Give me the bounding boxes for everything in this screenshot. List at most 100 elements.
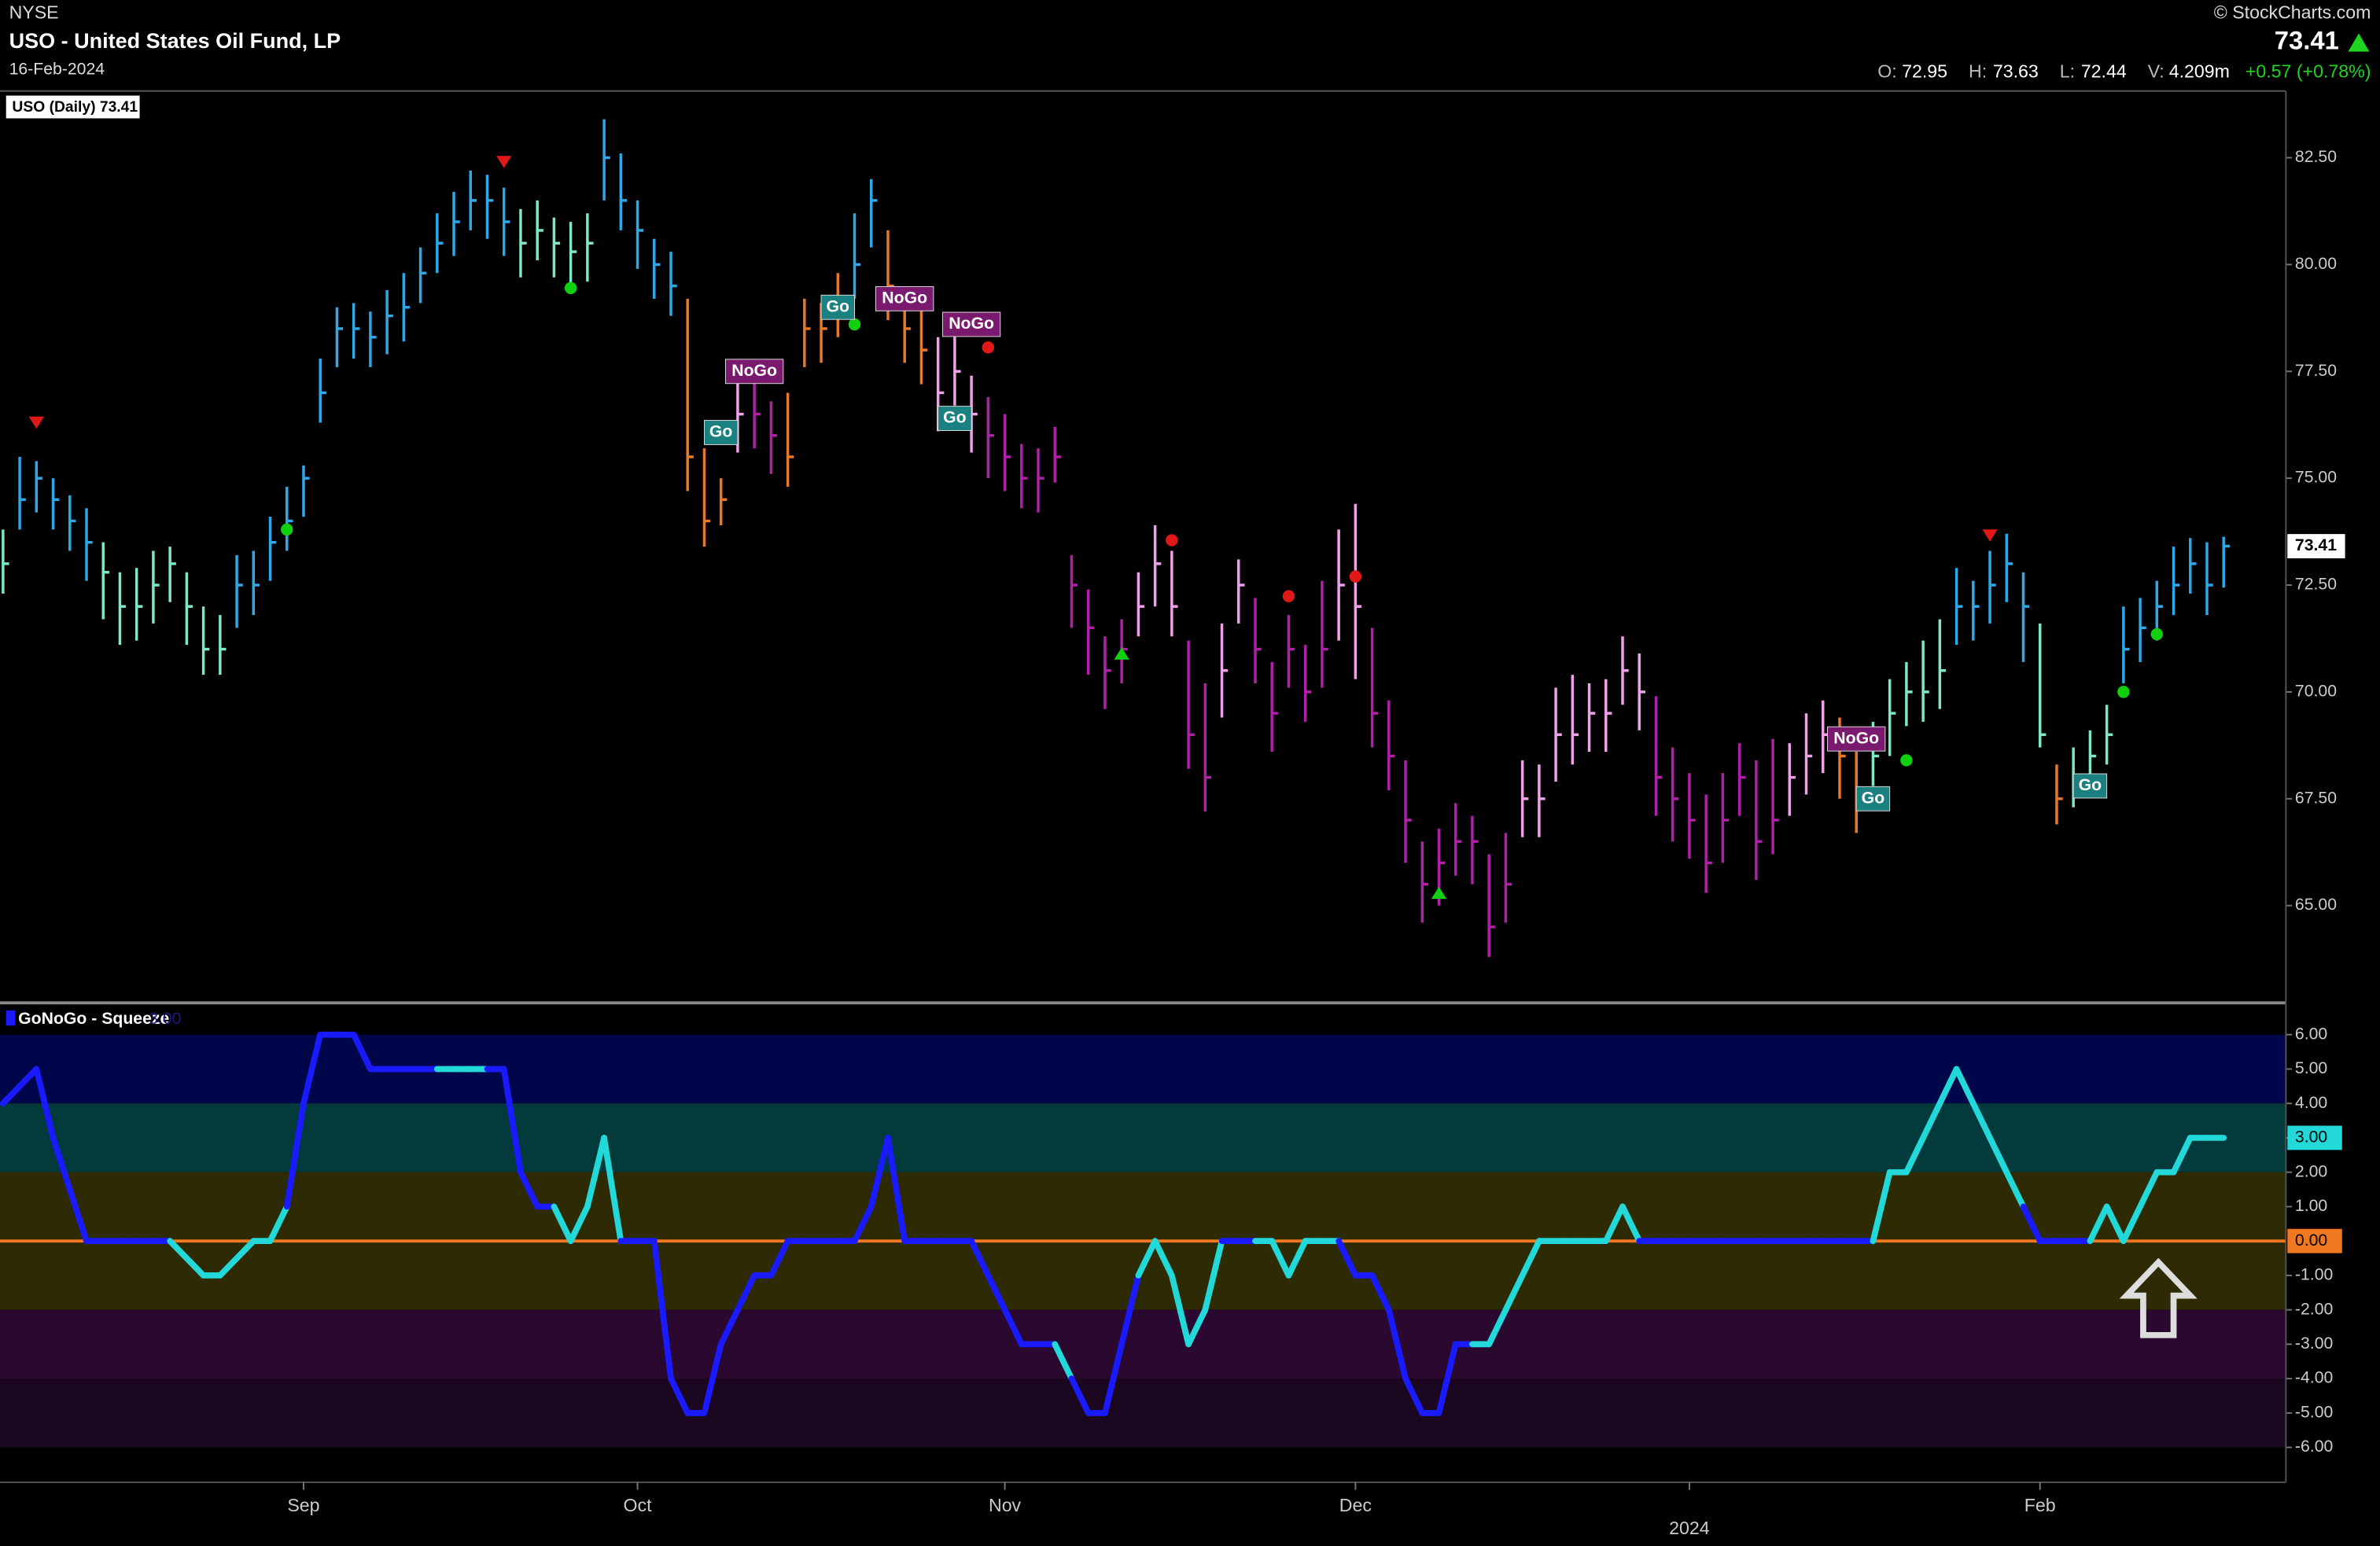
signal-dot — [1349, 570, 1362, 583]
y-tick-label: 1.00 — [2295, 1197, 2327, 1215]
oscillator-segment — [1285, 1238, 1309, 1279]
signal-dot — [1166, 534, 1178, 547]
oscillator-segment — [1052, 1341, 1075, 1382]
oscillator-segment — [2103, 1203, 2127, 1245]
legend-value: 3.00 — [149, 1010, 181, 1028]
oscillator-segment — [66, 1186, 90, 1245]
signal-dot — [1900, 754, 1913, 767]
oscillator-segment — [551, 1203, 574, 1245]
oscillator-segment — [701, 1341, 724, 1416]
y-tick-label: 5.00 — [2295, 1059, 2327, 1077]
change: +0.57 (+0.78%) — [2246, 61, 2371, 82]
legend-label: GoNoGo - Squeeze — [18, 1010, 169, 1028]
oscillator-segment — [968, 1238, 992, 1279]
signal-triangle — [1114, 647, 1129, 660]
oscillator-segment — [2137, 1169, 2161, 1210]
oscillator-segment — [1903, 1135, 1926, 1176]
signal-dot — [1282, 590, 1295, 602]
oscillator-segment — [1151, 1238, 1175, 1279]
stat-label: O: — [1877, 61, 1896, 82]
oscillator-segment — [33, 1066, 57, 1141]
source: © StockCharts.com — [2214, 2, 2371, 22]
plot: 65.00 67.50 70.00 72.50 75.00 77.50 80.00 82.50… — [0, 95, 2345, 1538]
up-icon — [2348, 33, 2370, 52]
oscillator-segment — [567, 1203, 591, 1245]
oscillator-segment — [518, 1169, 541, 1210]
oscillator-segment — [1519, 1238, 1542, 1279]
oscillator-segment — [985, 1272, 1008, 1313]
oscillator-segment — [2020, 1203, 2043, 1245]
oscillator-segment — [1920, 1100, 1943, 1141]
y-tick-label: -5.00 — [2295, 1403, 2333, 1421]
label-box — [724, 359, 784, 385]
y-tick-label: -3.00 — [2295, 1334, 2333, 1353]
signal-label: NoGo — [949, 315, 994, 333]
oscillator-segment — [1969, 1100, 1993, 1141]
oscillator-segment — [868, 1135, 891, 1210]
x-tick-label: Oct — [624, 1495, 653, 1515]
oscillator-segment — [1369, 1272, 1392, 1313]
label-box — [2072, 773, 2108, 799]
y-tick-label: -4.00 — [2295, 1369, 2333, 1387]
oscillator-segment — [668, 1375, 691, 1416]
oscillator-segment — [1602, 1203, 1626, 1245]
oscillator-segment — [1135, 1238, 1159, 1279]
oscillator-segment — [2087, 1203, 2110, 1245]
y-tick-label: 70.00 — [2295, 682, 2337, 700]
oscillator-segment — [1068, 1375, 1092, 1416]
signal-dot — [2150, 628, 2164, 641]
oscillator-segment — [50, 1135, 73, 1193]
up-arrow — [2119, 1257, 2198, 1338]
zone-band — [0, 1103, 2286, 1172]
legend-box — [6, 95, 140, 119]
oscillator-segment — [350, 1031, 374, 1073]
stat-value: 72.95 — [1902, 61, 1947, 82]
last-value-label: 3.00 — [2295, 1128, 2327, 1147]
signal-label: Go — [827, 297, 850, 315]
oscillator-segment — [851, 1203, 875, 1245]
stat-label: H: — [1969, 61, 1987, 82]
signal-dot — [848, 318, 861, 331]
oscillator-segment — [2120, 1203, 2143, 1245]
signal-dot — [564, 282, 577, 295]
signal-label: Go — [2079, 776, 2102, 794]
oscillator-segment — [1168, 1272, 1192, 1348]
label-box — [820, 294, 855, 320]
oscillator-segment — [300, 1031, 324, 1107]
label-box — [941, 311, 1001, 337]
oscillator-segment — [234, 1238, 257, 1261]
oscillator-segment — [1435, 1341, 1459, 1416]
oscillator-segment — [1402, 1375, 1426, 1416]
y-tick-label: -1.00 — [2295, 1266, 2333, 1284]
last-price: 73.41 — [2275, 26, 2339, 55]
oscillator-segment — [768, 1238, 791, 1279]
stat-label: L: — [2060, 61, 2075, 82]
x-tick-label: Sep — [287, 1495, 319, 1515]
oscillator-segment — [1202, 1238, 1225, 1313]
oscillator-segment — [1502, 1272, 1526, 1313]
header: NYSE USO - United States Oil Fund, LP 16… — [9, 2, 2371, 81]
date: 16-Feb-2024 — [9, 60, 105, 78]
y-tick-label: 82.50 — [2295, 148, 2337, 166]
signal-dot — [982, 341, 995, 354]
x-tick-label: Dec — [1339, 1495, 1372, 1515]
oscillator-segment — [183, 1255, 207, 1279]
stat-value: 73.63 — [1993, 61, 2039, 82]
oscillator-segment — [1953, 1066, 1977, 1107]
y-tick-label: 67.50 — [2295, 789, 2337, 807]
oscillator-segment — [1870, 1169, 1893, 1245]
last-value-tag — [2287, 1125, 2342, 1150]
x-tick-label: Feb — [2024, 1495, 2056, 1515]
signal-dot — [281, 523, 293, 536]
label-box — [938, 406, 972, 431]
oscillator-segment — [885, 1135, 908, 1245]
zone-band — [0, 1379, 2286, 1448]
title: USO - United States Oil Fund, LP — [9, 29, 341, 53]
zero-tag — [2287, 1228, 2342, 1253]
signal-label: Go — [1862, 789, 1885, 807]
signal-triangle — [1431, 886, 1447, 900]
oscillator-segment — [1987, 1135, 2010, 1176]
signal-triangle — [1982, 529, 1998, 542]
